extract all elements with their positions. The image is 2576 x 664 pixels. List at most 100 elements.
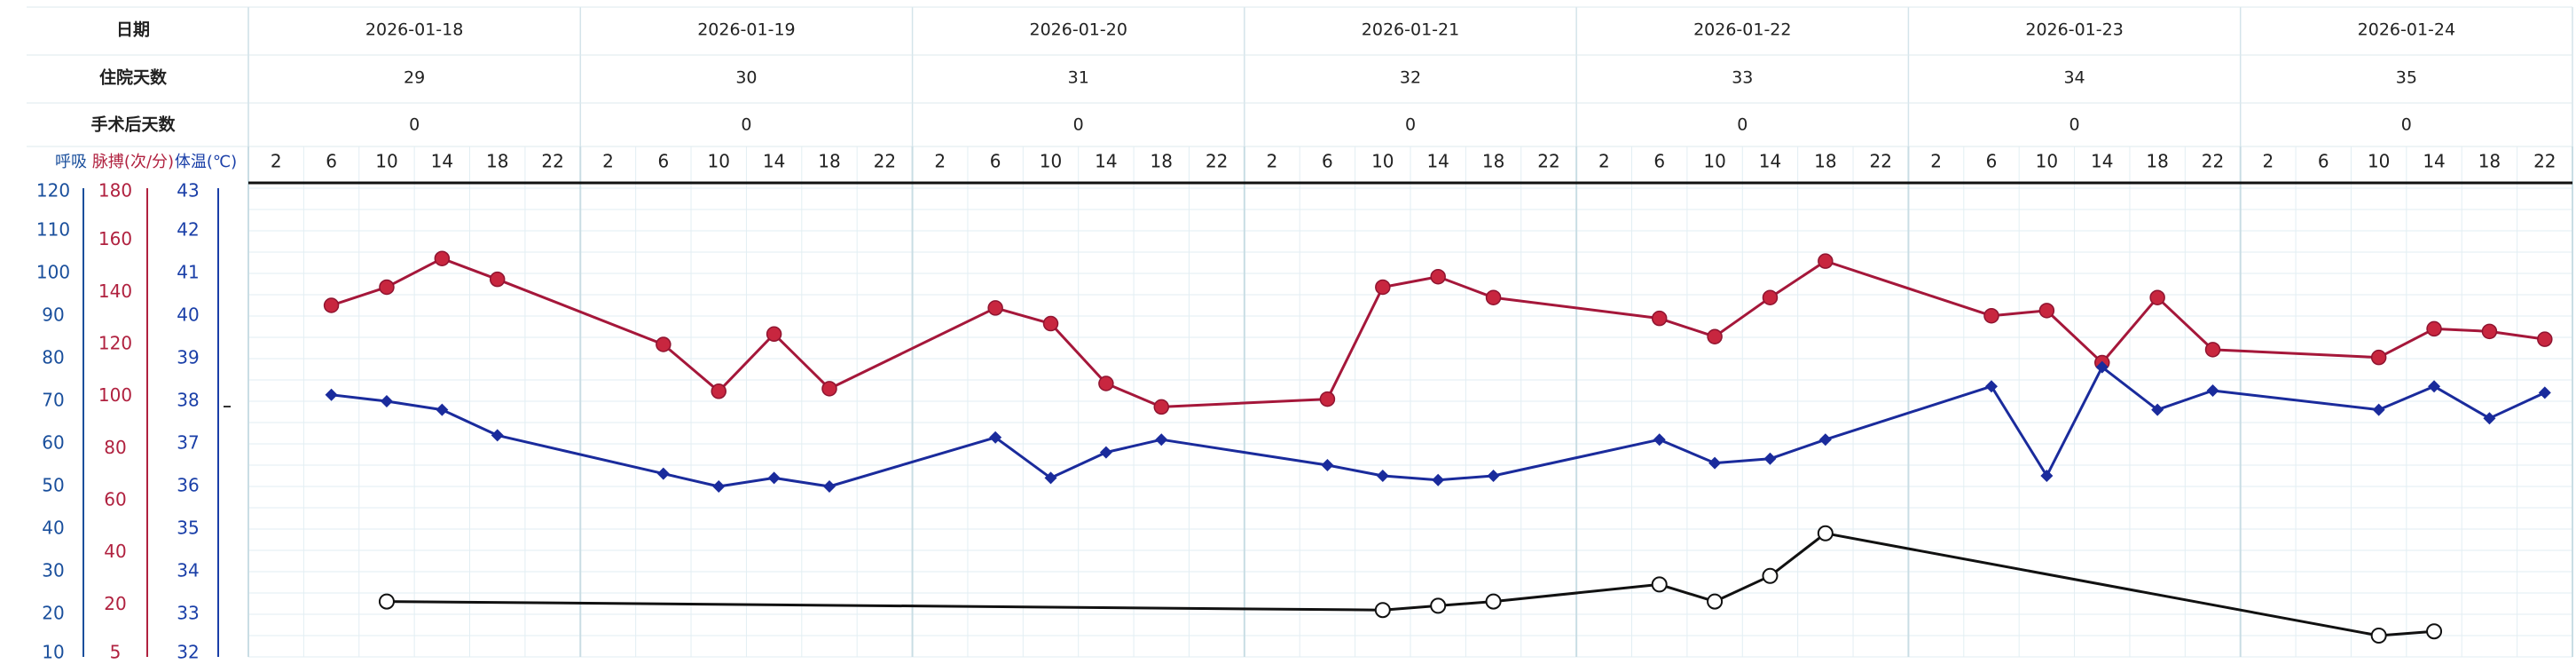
- plot-grid: [247, 146, 2573, 658]
- hour-tick-label: 18: [2478, 151, 2501, 172]
- pulse-point: [656, 336, 671, 352]
- temperature-point: [1044, 471, 1057, 485]
- header-cell: 2026-01-22: [1693, 20, 1791, 40]
- header-cell: 30: [735, 68, 757, 88]
- hour-tick-label: 10: [2368, 151, 2390, 172]
- respiration-point: [1817, 525, 1834, 541]
- axis-tick-label: 36: [177, 475, 199, 496]
- hour-tick-label: 18: [486, 151, 508, 172]
- axis-tick-label: 30: [42, 560, 64, 581]
- pulse-point: [323, 297, 340, 313]
- hour-tick-label: 2: [1267, 151, 1278, 172]
- axis-tick-label: 39: [177, 347, 199, 368]
- hour-tick-label: 6: [990, 151, 1001, 172]
- axis-tick-label: 110: [36, 219, 70, 241]
- temperature-point: [1708, 456, 1722, 470]
- y-axis: 呼吸 120 110 100 90 80 70 60 50 40 30 20 10: [36, 153, 87, 663]
- temperature-point: [656, 467, 670, 480]
- pulse-point: [434, 250, 451, 266]
- pulse-point: [821, 381, 837, 397]
- hour-tick-label: 6: [1986, 151, 1998, 172]
- series: [325, 360, 2551, 493]
- header-cell: 0: [1405, 115, 1416, 135]
- respiration-point: [1707, 593, 1724, 610]
- header-cell: 0: [2401, 115, 2412, 135]
- hour-tick-label: 2: [271, 151, 282, 172]
- axis-tick-label: 40: [177, 304, 199, 326]
- pulse-point: [987, 300, 1003, 316]
- hour-tick-label: 14: [1759, 151, 1781, 172]
- header-cell: 32: [1400, 68, 1421, 88]
- series: [323, 250, 2553, 415]
- header-cell: 2026-01-24: [2358, 20, 2455, 40]
- respiration-point: [378, 593, 395, 610]
- hour-tick-label: 22: [1206, 151, 1228, 172]
- header-cell: 35: [2396, 68, 2417, 88]
- hour-row: 2 6 10 14 18 22 2 6 10 14 18 22 2 6 10 14 18 22 2 6 10 14 18 22…: [271, 151, 2556, 172]
- temperature-point: [2372, 403, 2385, 416]
- respiration-point: [1374, 602, 1391, 619]
- respiration-point: [1651, 576, 1668, 593]
- axis-tick-label: 32: [177, 642, 199, 663]
- temperature-point: [2538, 386, 2551, 399]
- temperature-point: [2428, 380, 2441, 393]
- hour-tick-label: 22: [874, 151, 896, 172]
- axis-tick-label: 5: [110, 642, 122, 663]
- temperature-point: [491, 429, 504, 442]
- pulse-point: [2481, 323, 2498, 340]
- pulse-point: [1983, 307, 1999, 324]
- hour-tick-label: 10: [375, 151, 397, 172]
- hour-tick-label: 18: [818, 151, 840, 172]
- hour-tick-label: 10: [708, 151, 730, 172]
- hour-tick-label: 2: [934, 151, 946, 172]
- axis-tick-label: 41: [177, 262, 199, 283]
- temperature-point: [2206, 384, 2219, 397]
- series-line: [386, 532, 2435, 637]
- axis-tick-label: 120: [36, 180, 70, 202]
- respiration-point: [1485, 593, 1502, 610]
- header-cell: 0: [1073, 115, 1084, 135]
- axis-tick-label: 42: [177, 219, 199, 241]
- hour-tick-label: 6: [326, 151, 337, 172]
- hour-tick-label: 6: [1322, 151, 1333, 172]
- header-cell: 29: [404, 68, 425, 88]
- header-cell: 0: [741, 115, 751, 135]
- axis-tick-label: 20: [42, 603, 64, 624]
- axis-tick-label: 90: [42, 304, 64, 326]
- pulse-point: [1818, 253, 1834, 269]
- pulse-point: [2426, 320, 2442, 337]
- axis-tick-label: 40: [42, 518, 64, 539]
- temperature-point: [767, 471, 781, 485]
- axis-tick-label: 70: [42, 390, 64, 411]
- axis-tick-label: 50: [42, 475, 64, 496]
- hour-tick-label: 22: [1870, 151, 1892, 172]
- hour-tick-label: 14: [763, 151, 785, 172]
- axis-tick-label: 180: [98, 180, 132, 202]
- axis-tick-label: 160: [98, 228, 132, 249]
- pulse-point: [2204, 342, 2221, 358]
- pulse-point: [2537, 331, 2553, 347]
- axis-title: 体温(℃): [175, 153, 237, 171]
- pulse-point: [1042, 315, 1059, 332]
- respiration-point: [1430, 597, 1447, 614]
- temperature-point: [1376, 470, 1389, 482]
- axis-tick-label: 60: [42, 432, 64, 454]
- axis-tick-label: 35: [177, 518, 199, 539]
- hour-tick-label: 10: [1371, 151, 1394, 172]
- header-cell: 34: [2063, 68, 2085, 88]
- temperature-point: [1321, 459, 1334, 471]
- axis-title: 呼吸: [55, 153, 87, 171]
- temperature-point: [1155, 433, 1168, 447]
- header-cell: 2026-01-23: [2025, 20, 2123, 40]
- hour-tick-label: 14: [431, 151, 453, 172]
- hour-tick-label: 10: [2036, 151, 2058, 172]
- temperature-point: [2483, 412, 2496, 425]
- pulse-point: [1098, 375, 1114, 391]
- series: [378, 525, 2443, 644]
- header-row-label: 手术后天数: [90, 115, 176, 135]
- pulse-point: [1375, 279, 1391, 296]
- header-cell: 0: [409, 115, 420, 135]
- pulse-point: [1430, 268, 1446, 285]
- hour-tick-label: 18: [1482, 151, 1504, 172]
- pulse-point: [1707, 328, 1723, 344]
